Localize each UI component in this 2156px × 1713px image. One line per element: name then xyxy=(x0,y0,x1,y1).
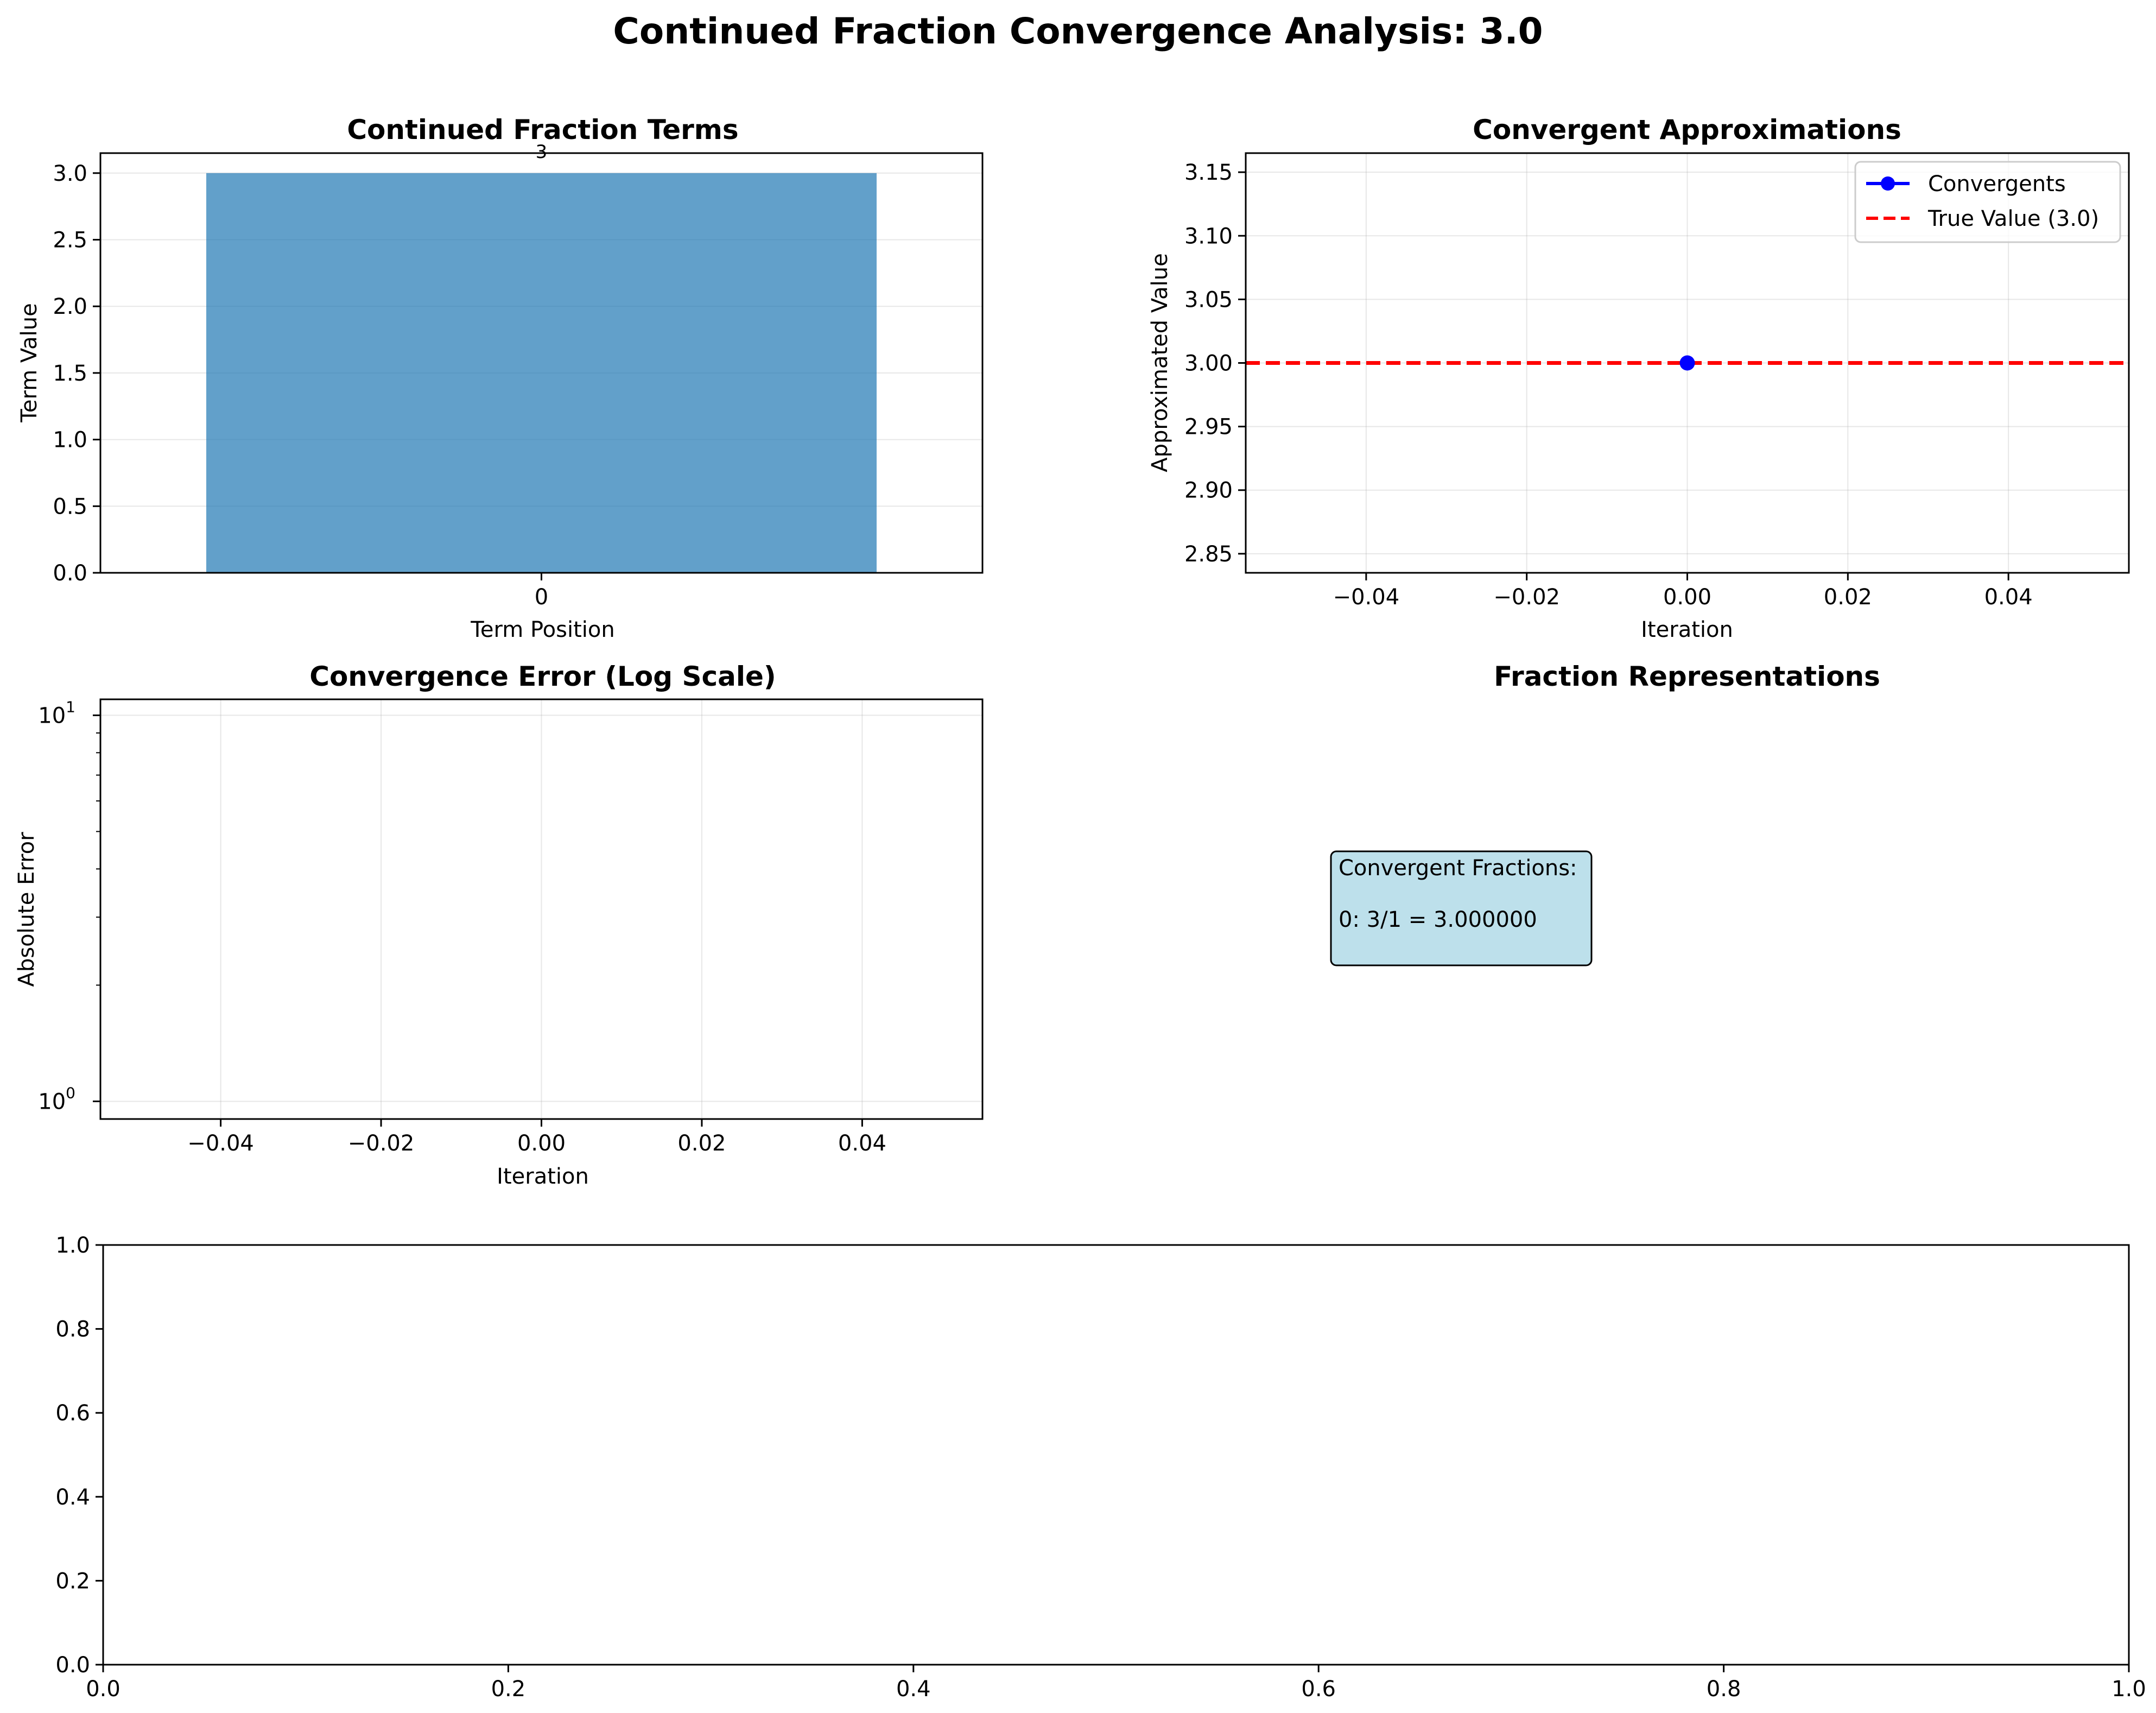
y-tick-label: 1.0 xyxy=(55,1233,90,1258)
convergents-chart-title: Convergent Approximations xyxy=(1473,114,1901,146)
y-tick-label: 2.0 xyxy=(53,294,87,319)
legend-true-value-label: True Value (3.0) xyxy=(1927,206,2099,231)
y-tick-label: 2.95 xyxy=(1184,415,1233,440)
error-chart-title: Convergence Error (Log Scale) xyxy=(309,661,776,692)
legend-box xyxy=(1854,161,2121,243)
y-tick-label: 0.6 xyxy=(55,1401,90,1426)
convergents-chart-x-axis-label: Iteration xyxy=(1641,617,1733,642)
y-tick-label: 3.10 xyxy=(1184,224,1233,249)
fractions-panel: Fraction Representations Convergent Frac… xyxy=(1330,661,1880,966)
empty-chart-x-ticks: 0.0 0.2 0.4 0.6 0.8 1.0 xyxy=(86,1665,2146,1702)
fractions-panel-title: Fraction Representations xyxy=(1494,661,1880,692)
convergents-chart: Convergent Approximations 2.85 2.90 2.95 3.… xyxy=(1147,114,2130,642)
x-tick-label: 0.0 xyxy=(86,1677,121,1702)
y-tick-base: 10 xyxy=(38,703,66,728)
x-tick-label: 1.0 xyxy=(2111,1677,2146,1702)
y-tick-label: 3.0 xyxy=(53,161,87,186)
terms-chart-x-axis-label: Term Position xyxy=(470,617,614,642)
error-chart-grid xyxy=(100,699,982,1119)
fraction-row: 0: 3/1 = 3.000000 xyxy=(1339,907,1537,932)
figure-suptitle: Continued Fraction Convergence Analysis:… xyxy=(613,10,1543,52)
convergents-chart-lines xyxy=(1246,355,2129,371)
x-tick-label: 0.00 xyxy=(517,1131,566,1156)
x-tick-label: −0.04 xyxy=(187,1131,254,1156)
x-tick-label: −0.04 xyxy=(1333,585,1400,610)
convergents-chart-y-axis-label: Approximated Value xyxy=(1147,253,1172,472)
legend-convergents-marker xyxy=(1881,176,1895,191)
x-tick-label: 0.6 xyxy=(1301,1677,1336,1702)
x-tick-label: 0.02 xyxy=(677,1131,726,1156)
y-tick-label: 3.15 xyxy=(1184,160,1233,185)
terms-chart-bars: 3 xyxy=(206,141,877,573)
empty-chart-y-ticks: 0.0 0.2 0.4 0.6 0.8 1.0 xyxy=(55,1233,103,1678)
terms-chart-y-ticks: 0.0 0.5 1.0 1.5 2.0 2.5 3.0 xyxy=(53,161,100,586)
x-tick-label: 0 xyxy=(535,585,548,610)
x-tick-label: 0.02 xyxy=(1824,585,1872,610)
y-tick-exponent: 0 xyxy=(66,1084,75,1102)
x-tick-label: −0.02 xyxy=(348,1131,415,1156)
y-tick-label: 0.2 xyxy=(55,1569,90,1594)
fractions-info-box xyxy=(1330,850,1593,966)
y-tick-label: 101 xyxy=(38,698,75,728)
y-tick-label: 0.0 xyxy=(55,1653,90,1678)
error-chart-y-axis-label: Absolute Error xyxy=(14,832,39,987)
bar xyxy=(206,173,877,573)
x-tick-label: 0.4 xyxy=(896,1677,931,1702)
terms-chart-title: Continued Fraction Terms xyxy=(347,114,738,146)
error-chart-x-axis-label: Iteration xyxy=(497,1164,589,1189)
empty-chart: 0.0 0.2 0.4 0.6 0.8 1.0 0.0 0.2 0.4 0.6 0.8 1.0 xyxy=(55,1233,2146,1702)
y-tick-label: 100 xyxy=(38,1084,75,1114)
x-tick-label: 0.8 xyxy=(1707,1677,1741,1702)
y-tick-exponent: 1 xyxy=(66,698,75,716)
y-tick-base: 10 xyxy=(38,1089,66,1114)
x-tick-label: 0.00 xyxy=(1663,585,1711,610)
x-tick-label: 0.2 xyxy=(491,1677,526,1702)
y-tick-label: 3.00 xyxy=(1184,351,1233,376)
convergent-point xyxy=(1679,355,1695,371)
convergents-chart-y-ticks: 2.85 2.90 2.95 3.00 3.05 3.10 3.15 xyxy=(1184,160,1246,567)
x-tick-label: 0.04 xyxy=(1984,585,2033,610)
x-tick-label: 0.04 xyxy=(838,1131,886,1156)
legend-convergents-label: Convergents xyxy=(1928,172,2066,197)
y-tick-label: 0.4 xyxy=(55,1485,90,1510)
error-chart-x-ticks: −0.04 −0.02 0.00 0.02 0.04 xyxy=(187,1119,886,1156)
y-tick-label: 3.05 xyxy=(1184,287,1233,312)
y-tick-label: 1.5 xyxy=(53,361,87,386)
empty-chart-frame xyxy=(102,1244,2130,1666)
y-tick-label: 0.0 xyxy=(53,561,87,586)
terms-chart: Continued Fraction Terms 3 0.0 0.5 1.0 1.5 2… xyxy=(17,114,984,642)
y-tick-label: 1.0 xyxy=(53,428,87,453)
convergents-chart-legend: Convergents True Value (3.0) xyxy=(1854,161,2121,243)
y-tick-label: 2.90 xyxy=(1184,478,1233,503)
y-tick-label: 2.5 xyxy=(53,228,87,253)
y-tick-label: 0.5 xyxy=(53,494,87,519)
x-tick-label: −0.02 xyxy=(1493,585,1560,610)
bar-value-label: 3 xyxy=(536,141,548,163)
y-tick-label: 0.8 xyxy=(55,1317,90,1342)
terms-chart-y-axis-label: Term Value xyxy=(17,303,42,423)
fractions-info-heading: Convergent Fractions: xyxy=(1339,856,1577,881)
terms-chart-x-ticks: 0 xyxy=(535,573,548,610)
y-tick-label: 2.85 xyxy=(1184,542,1233,567)
convergents-chart-x-ticks: −0.04 −0.02 0.00 0.02 0.04 xyxy=(1333,573,2033,610)
